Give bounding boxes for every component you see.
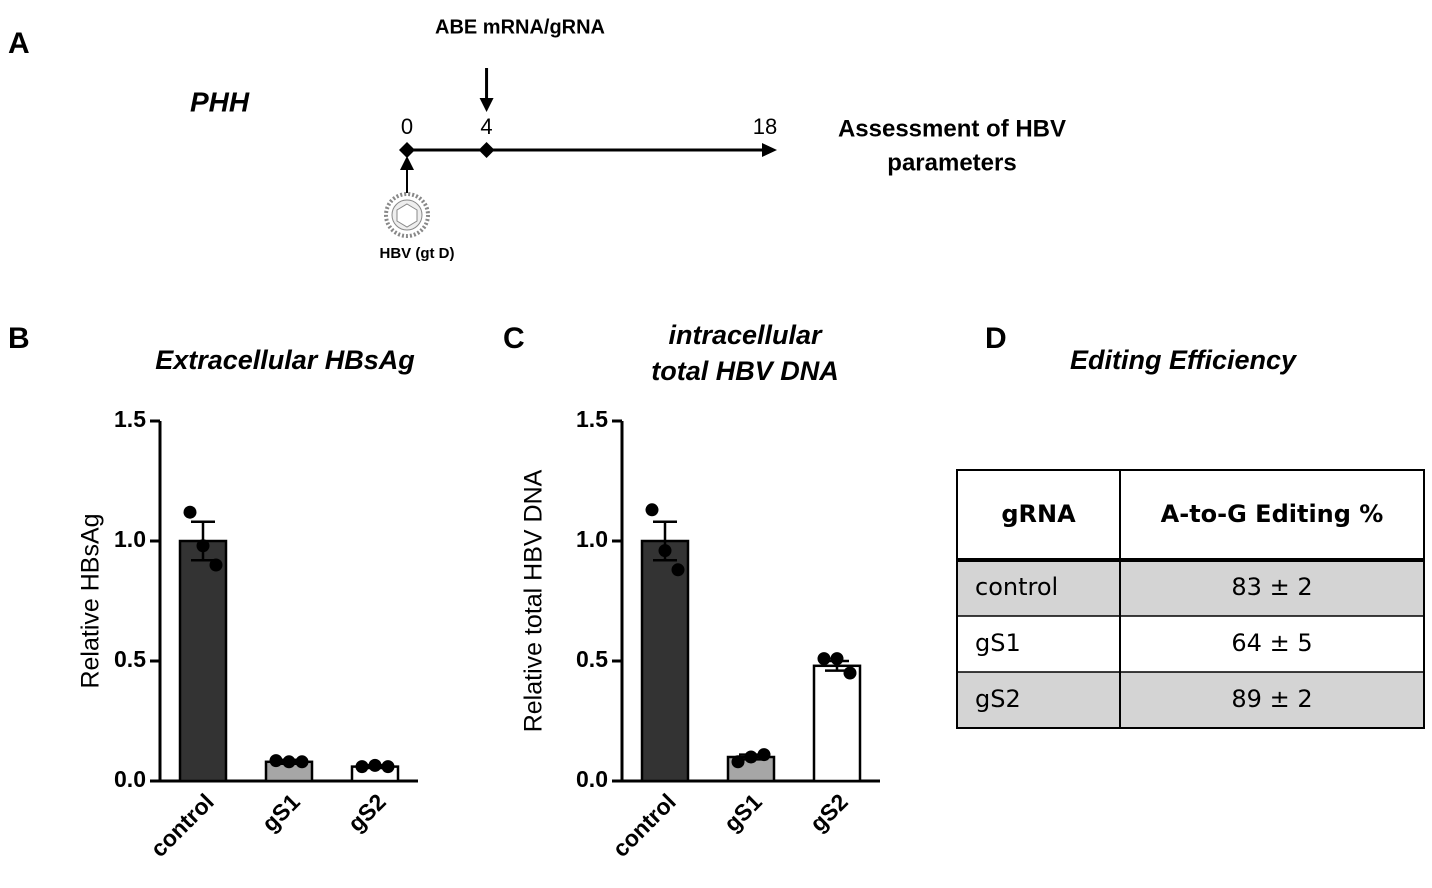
y-tick-label: 1.0 (576, 526, 608, 552)
readout-label: parameters (887, 149, 1016, 176)
table-cell: gS2 (975, 685, 1021, 713)
panel-label: C (503, 322, 525, 355)
chart-title: Extracellular HBsAg (155, 345, 415, 375)
y-axis-label: Relative HBsAg (77, 513, 105, 688)
table-cell: gS1 (975, 629, 1021, 657)
y-tick-label: 0.5 (114, 646, 146, 672)
y-tick-label: 0.5 (576, 646, 608, 672)
table-header: gRNA (1001, 500, 1076, 528)
data-point (183, 505, 197, 519)
y-tick-label: 0.0 (114, 766, 146, 792)
data-point (355, 760, 369, 774)
x-tick-label: gS2 (805, 788, 853, 836)
data-point (295, 755, 309, 769)
timepoint-label: 18 (753, 114, 777, 139)
data-point (645, 503, 659, 517)
chart-title: total HBV DNA (651, 356, 839, 386)
treatment-arrowhead (479, 98, 494, 112)
data-point (744, 750, 758, 764)
data-point (368, 758, 382, 772)
y-tick-label: 1.5 (576, 406, 608, 432)
table-border (956, 469, 1425, 729)
data-point (817, 652, 831, 666)
table-row-shade (957, 560, 1424, 616)
x-tick-label: gS2 (343, 788, 391, 836)
timepoint-marker (478, 142, 495, 158)
data-point (671, 563, 685, 577)
y-axis-label: Relative total HBV DNA (520, 469, 548, 732)
panel-label: A (8, 27, 30, 60)
y-tick-label: 1.0 (114, 526, 146, 552)
chart-title: intracellular (668, 320, 823, 350)
timeline-arrowhead (762, 143, 777, 157)
timepoint-label: 0 (401, 114, 413, 139)
x-tick-label: gS1 (257, 788, 305, 836)
bar (640, 539, 690, 783)
data-point (830, 652, 844, 666)
x-tick-label: control (145, 788, 219, 862)
cell-label: PHH (190, 86, 250, 117)
bar (178, 539, 228, 783)
table-cell: 83 ± 2 (1231, 573, 1312, 601)
data-point (282, 755, 296, 769)
table-cell: 89 ± 2 (1231, 685, 1312, 713)
data-point (209, 558, 223, 572)
panel-label: B (8, 322, 30, 355)
data-point (757, 748, 771, 762)
table-title: Editing Efficiency (1070, 345, 1298, 375)
data-point (731, 755, 745, 769)
bar (812, 664, 862, 783)
data-point (269, 754, 283, 768)
data-point (658, 544, 672, 558)
panel-label: D (985, 322, 1007, 355)
data-point (196, 539, 210, 553)
data-point (843, 666, 857, 680)
y-tick-label: 0.0 (576, 766, 608, 792)
treatment-label: ABE mRNA/gRNA (435, 16, 605, 38)
table-cell: control (975, 573, 1058, 601)
x-tick-label: gS1 (719, 788, 767, 836)
readout-label: Assessment of HBV (838, 115, 1066, 142)
table-row-shade (957, 672, 1424, 728)
timepoint-marker (399, 142, 415, 158)
timepoint-label: 4 (480, 114, 492, 139)
data-point (381, 760, 395, 774)
x-tick-label: control (607, 788, 681, 862)
virus-label: HBV (gt D) (380, 245, 455, 262)
virus-icon (384, 192, 430, 238)
table-header: A-to-G Editing % (1161, 500, 1384, 528)
infection-arrowhead (400, 156, 414, 170)
table-cell: 64 ± 5 (1231, 629, 1312, 657)
y-tick-label: 1.5 (114, 406, 146, 432)
